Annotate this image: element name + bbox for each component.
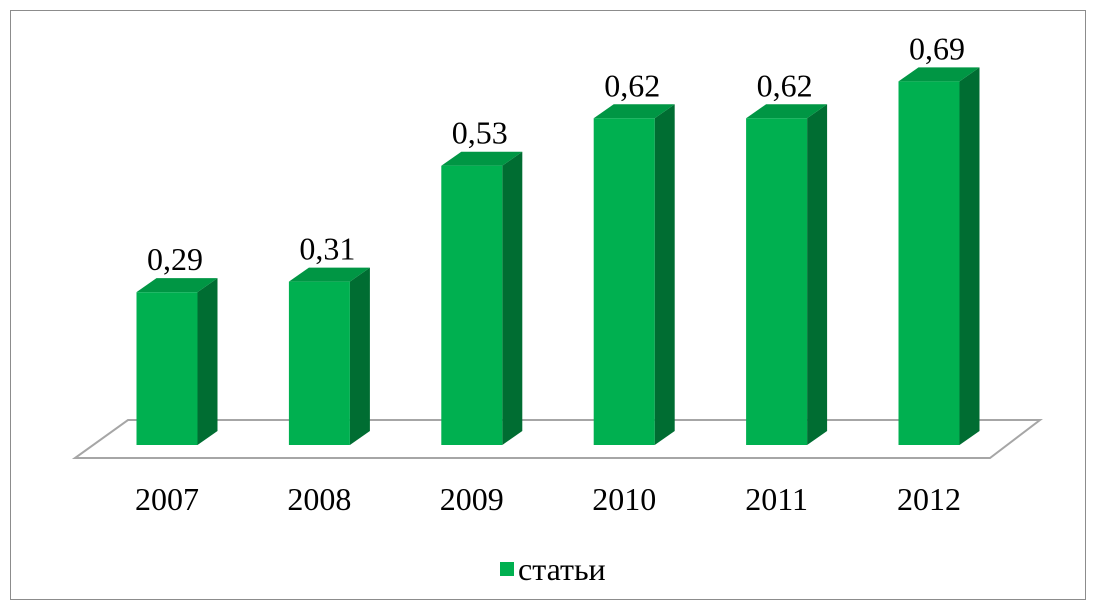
data-label: 0,29 (147, 241, 203, 277)
data-label: 0,62 (604, 67, 660, 103)
bar-top (441, 151, 523, 166)
x-tick-label: 2011 (745, 481, 808, 517)
bar (898, 81, 960, 446)
bar-side (959, 67, 980, 446)
bar (288, 281, 350, 445)
bar (441, 165, 503, 445)
bar-side (349, 267, 370, 445)
bar-side (654, 104, 675, 445)
bar (593, 118, 655, 445)
bar-top (746, 104, 828, 119)
bar-top (136, 278, 218, 293)
bar-top (288, 267, 370, 282)
bar (136, 292, 198, 445)
legend-swatch (500, 562, 514, 576)
x-tick-label: 2010 (592, 481, 656, 517)
data-label: 0,53 (452, 115, 508, 151)
floor (71, 419, 1043, 459)
x-tick-label: 2008 (287, 481, 351, 517)
legend-label: статьи (518, 551, 606, 587)
bar-top (898, 67, 980, 82)
bar-side (197, 278, 218, 445)
bar-side (807, 104, 828, 445)
x-tick-label: 2012 (897, 481, 961, 517)
bar-top (593, 104, 675, 119)
data-label: 0,31 (299, 231, 355, 267)
x-tick-label: 2007 (135, 481, 199, 517)
x-tick-label: 2009 (440, 481, 504, 517)
data-label: 0,62 (757, 67, 813, 103)
data-label: 0,69 (909, 30, 965, 66)
bar-side (502, 151, 523, 445)
bar (746, 118, 808, 445)
